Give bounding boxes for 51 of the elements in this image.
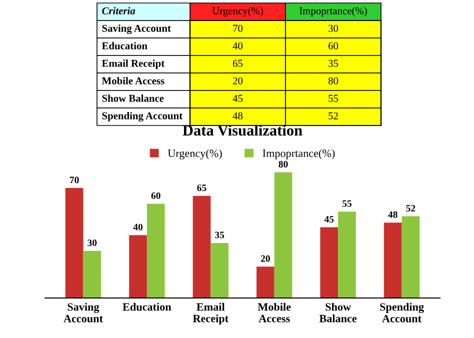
y-tick-label: Education — [102, 42, 148, 50]
bar — [210, 243, 228, 298]
data-label: 65 — [197, 184, 206, 192]
y-tick-label: Saving Account — [102, 24, 171, 34]
data-label: 35 — [328, 60, 338, 67]
data-label: 30 — [328, 24, 338, 32]
x-tick-label: Spending Account — [380, 302, 424, 322]
legend-label: Urgency(%) — [168, 149, 222, 160]
data-label: 55 — [342, 200, 352, 207]
x-tick-label: Saving Account — [64, 302, 103, 322]
bar — [320, 227, 338, 298]
data-label: 35 — [215, 232, 224, 238]
data-label: 52 — [328, 112, 338, 120]
bar — [129, 235, 147, 298]
bar — [146, 204, 165, 298]
y-tick-label: Spending Account — [102, 112, 182, 122]
data-label: 40 — [232, 42, 243, 50]
bar — [402, 216, 420, 298]
data-label: 60 — [151, 192, 160, 199]
bar — [65, 188, 84, 298]
bar — [192, 196, 211, 298]
bar — [384, 222, 402, 298]
data-label: 40 — [133, 224, 143, 230]
data-label: 60 — [328, 42, 338, 50]
data-label: 70 — [233, 24, 243, 32]
x-tick-label: Mobile Access — [258, 302, 291, 322]
bar — [83, 250, 102, 298]
data-label: 70 — [70, 176, 79, 184]
bar — [338, 212, 356, 298]
y-tick-label: Show Balance — [102, 94, 164, 102]
data-label: 80 — [328, 77, 338, 84]
data-label: 48 — [232, 112, 243, 120]
x-tick-label: Show Balance — [319, 302, 357, 322]
data-label: 45 — [324, 216, 334, 223]
data-label: 20 — [260, 255, 270, 262]
data-label: 30 — [88, 240, 97, 246]
data-label: 65 — [232, 60, 243, 67]
text: Criteria — [102, 7, 136, 14]
bar — [274, 172, 292, 298]
x-tick-label: Email Receipt — [192, 302, 228, 325]
data-label: 55 — [328, 94, 338, 102]
data-label: 48 — [388, 211, 398, 218]
chart-title: Data Visualization — [182, 124, 302, 136]
data-label: 45 — [232, 94, 243, 102]
legend-label: Impoprtance(%) — [262, 149, 335, 160]
data-label: 20 — [233, 77, 243, 84]
y-tick-label: Email Receipt — [102, 60, 165, 69]
data-label: 52 — [406, 205, 416, 212]
y-tick-label: Mobile Access — [102, 77, 164, 84]
bar — [256, 266, 274, 298]
data-label: 80 — [278, 160, 288, 168]
